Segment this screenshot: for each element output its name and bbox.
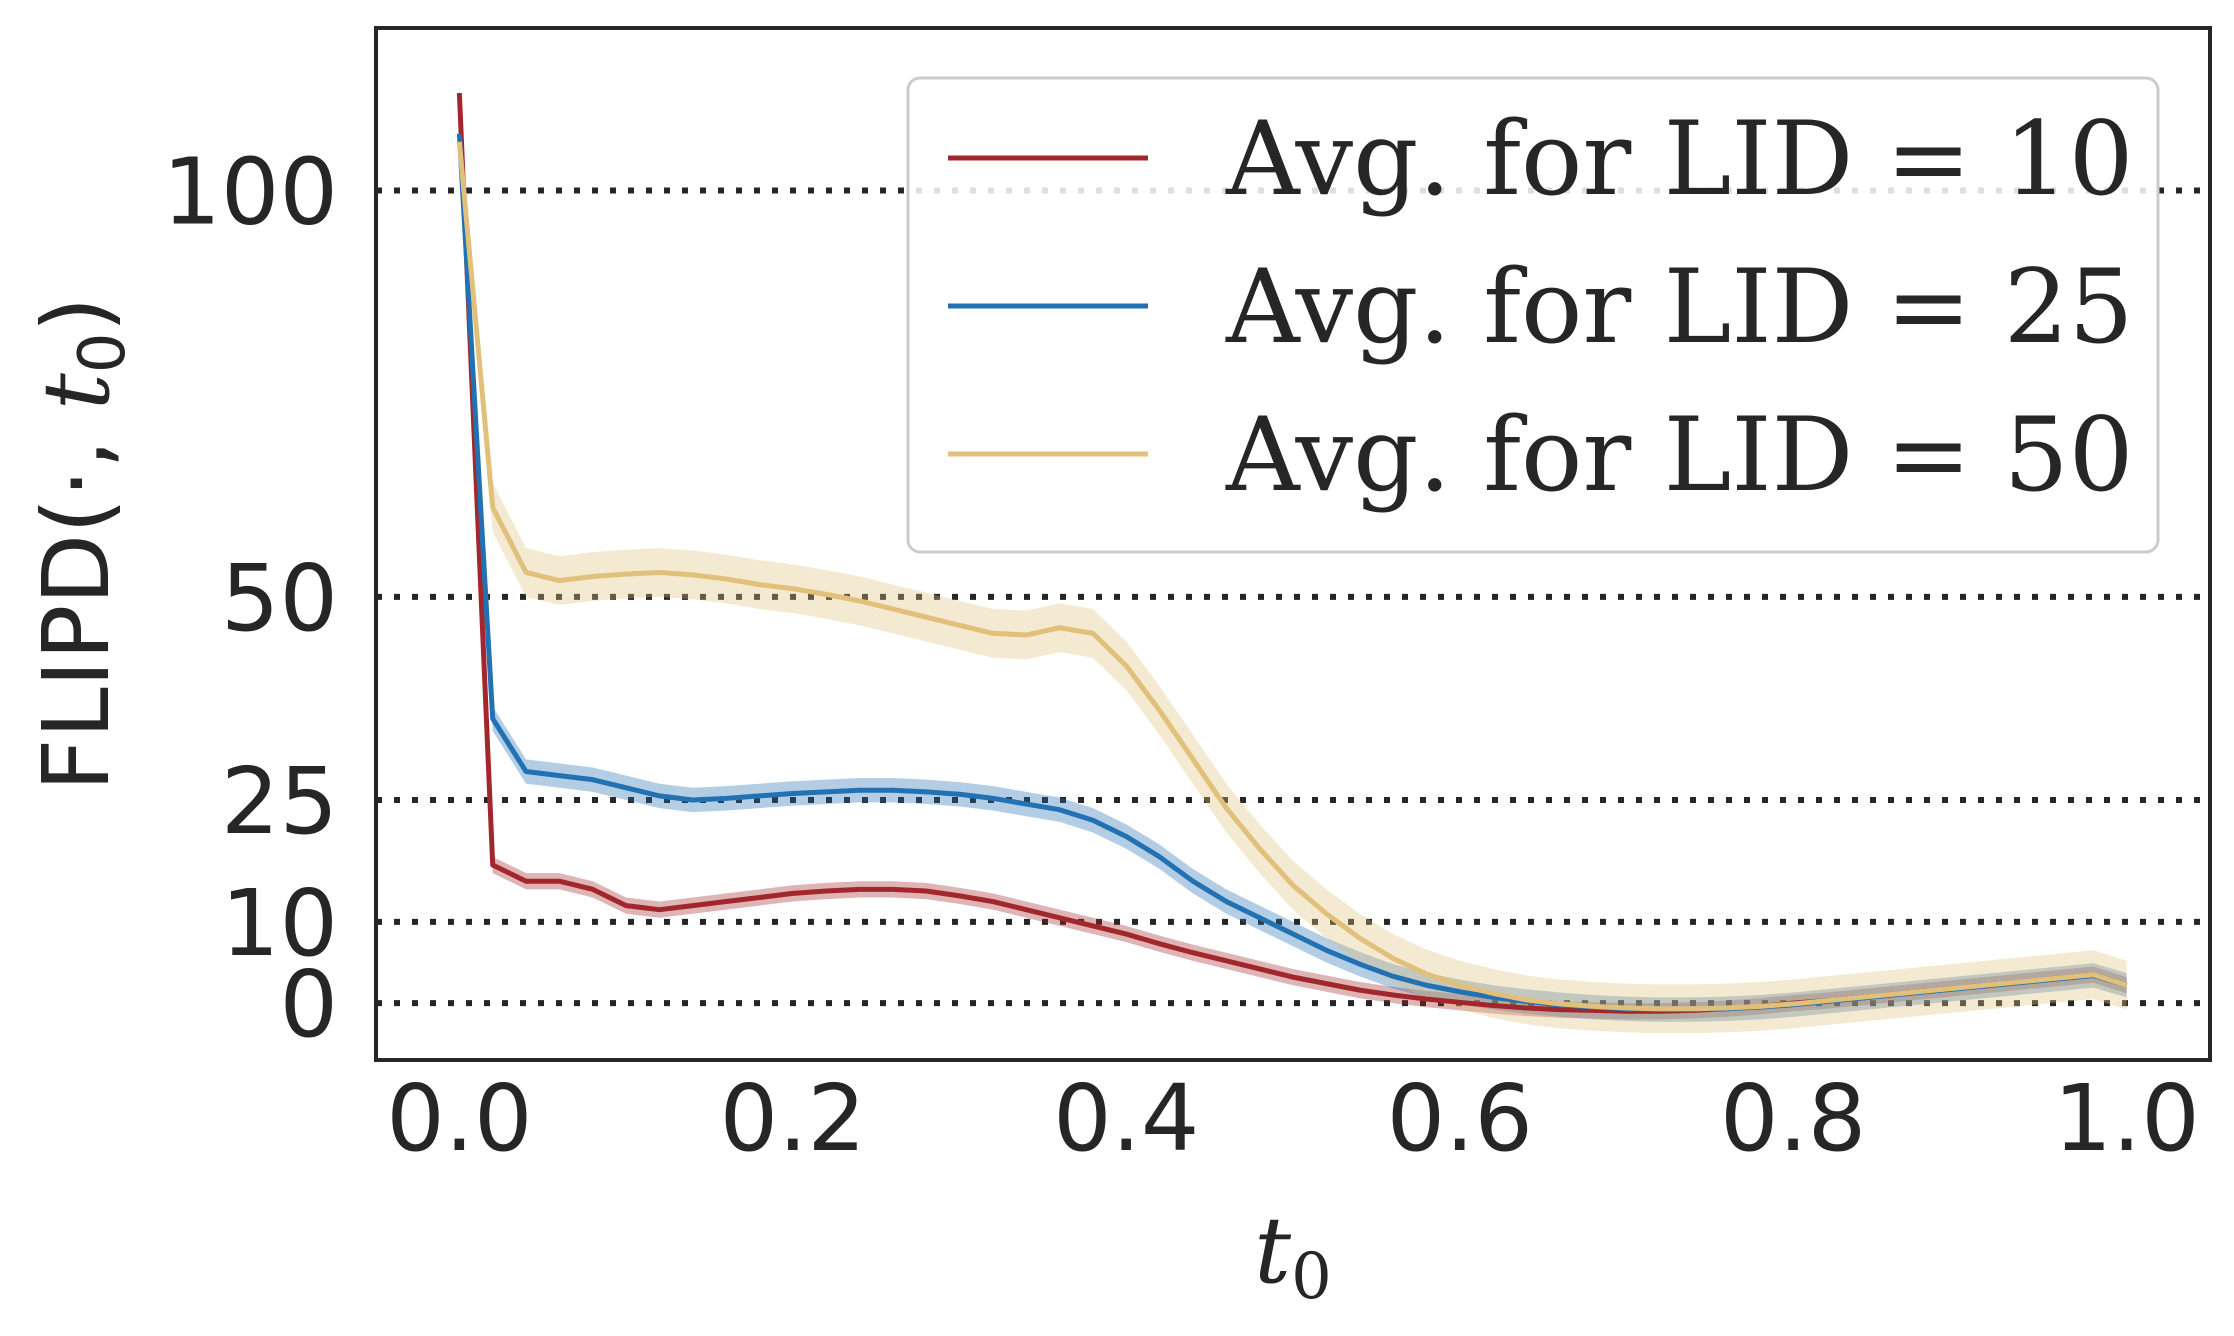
y-axis-label: FLIPD(·, t0) [23,297,140,792]
y-tick-labels: 010 25 50 100 [162,139,338,1059]
y-tick-label: 25 [221,748,338,855]
legend-label-0: Avg. for LID = 10 [1225,100,2134,219]
y-tick-label: 10 [221,870,338,977]
series-line-2 [456,141,2128,1012]
y-tick-label: 0 [279,951,338,1058]
x-tick-label: 0.0 [386,1065,532,1172]
y-tick-label: 100 [162,139,338,246]
legend-label-2: Avg. for LID = 50 [1225,396,2134,515]
legend-frame [906,76,2160,554]
y-tick-label: 50 [221,545,338,652]
x-tick-label: 0.4 [1053,1065,1199,1172]
x-tick-label: 0.6 [1387,1065,1533,1172]
x-tick-labels: 0.0 0.2 0.4 0.6 0.8 1.0 [386,1065,2200,1172]
x-tick-label: 0.8 [1720,1065,1866,1172]
series-band-2 [459,117,2127,1034]
legend-label-1: Avg. for LID = 25 [1225,248,2134,367]
confidence-bands [459,84,2127,1034]
legend: Avg. for LID = 10 Avg. for LID = 25 Avg. f… [906,76,2160,554]
x-tick-label: 0.2 [720,1065,866,1172]
plot-frame [374,26,2212,1062]
x-tick-label: 1.0 [2053,1065,2199,1172]
series-band-1 [459,121,2127,1022]
series-lines [456,92,2128,1014]
x-axis-label: t0 [1254,1197,1332,1314]
